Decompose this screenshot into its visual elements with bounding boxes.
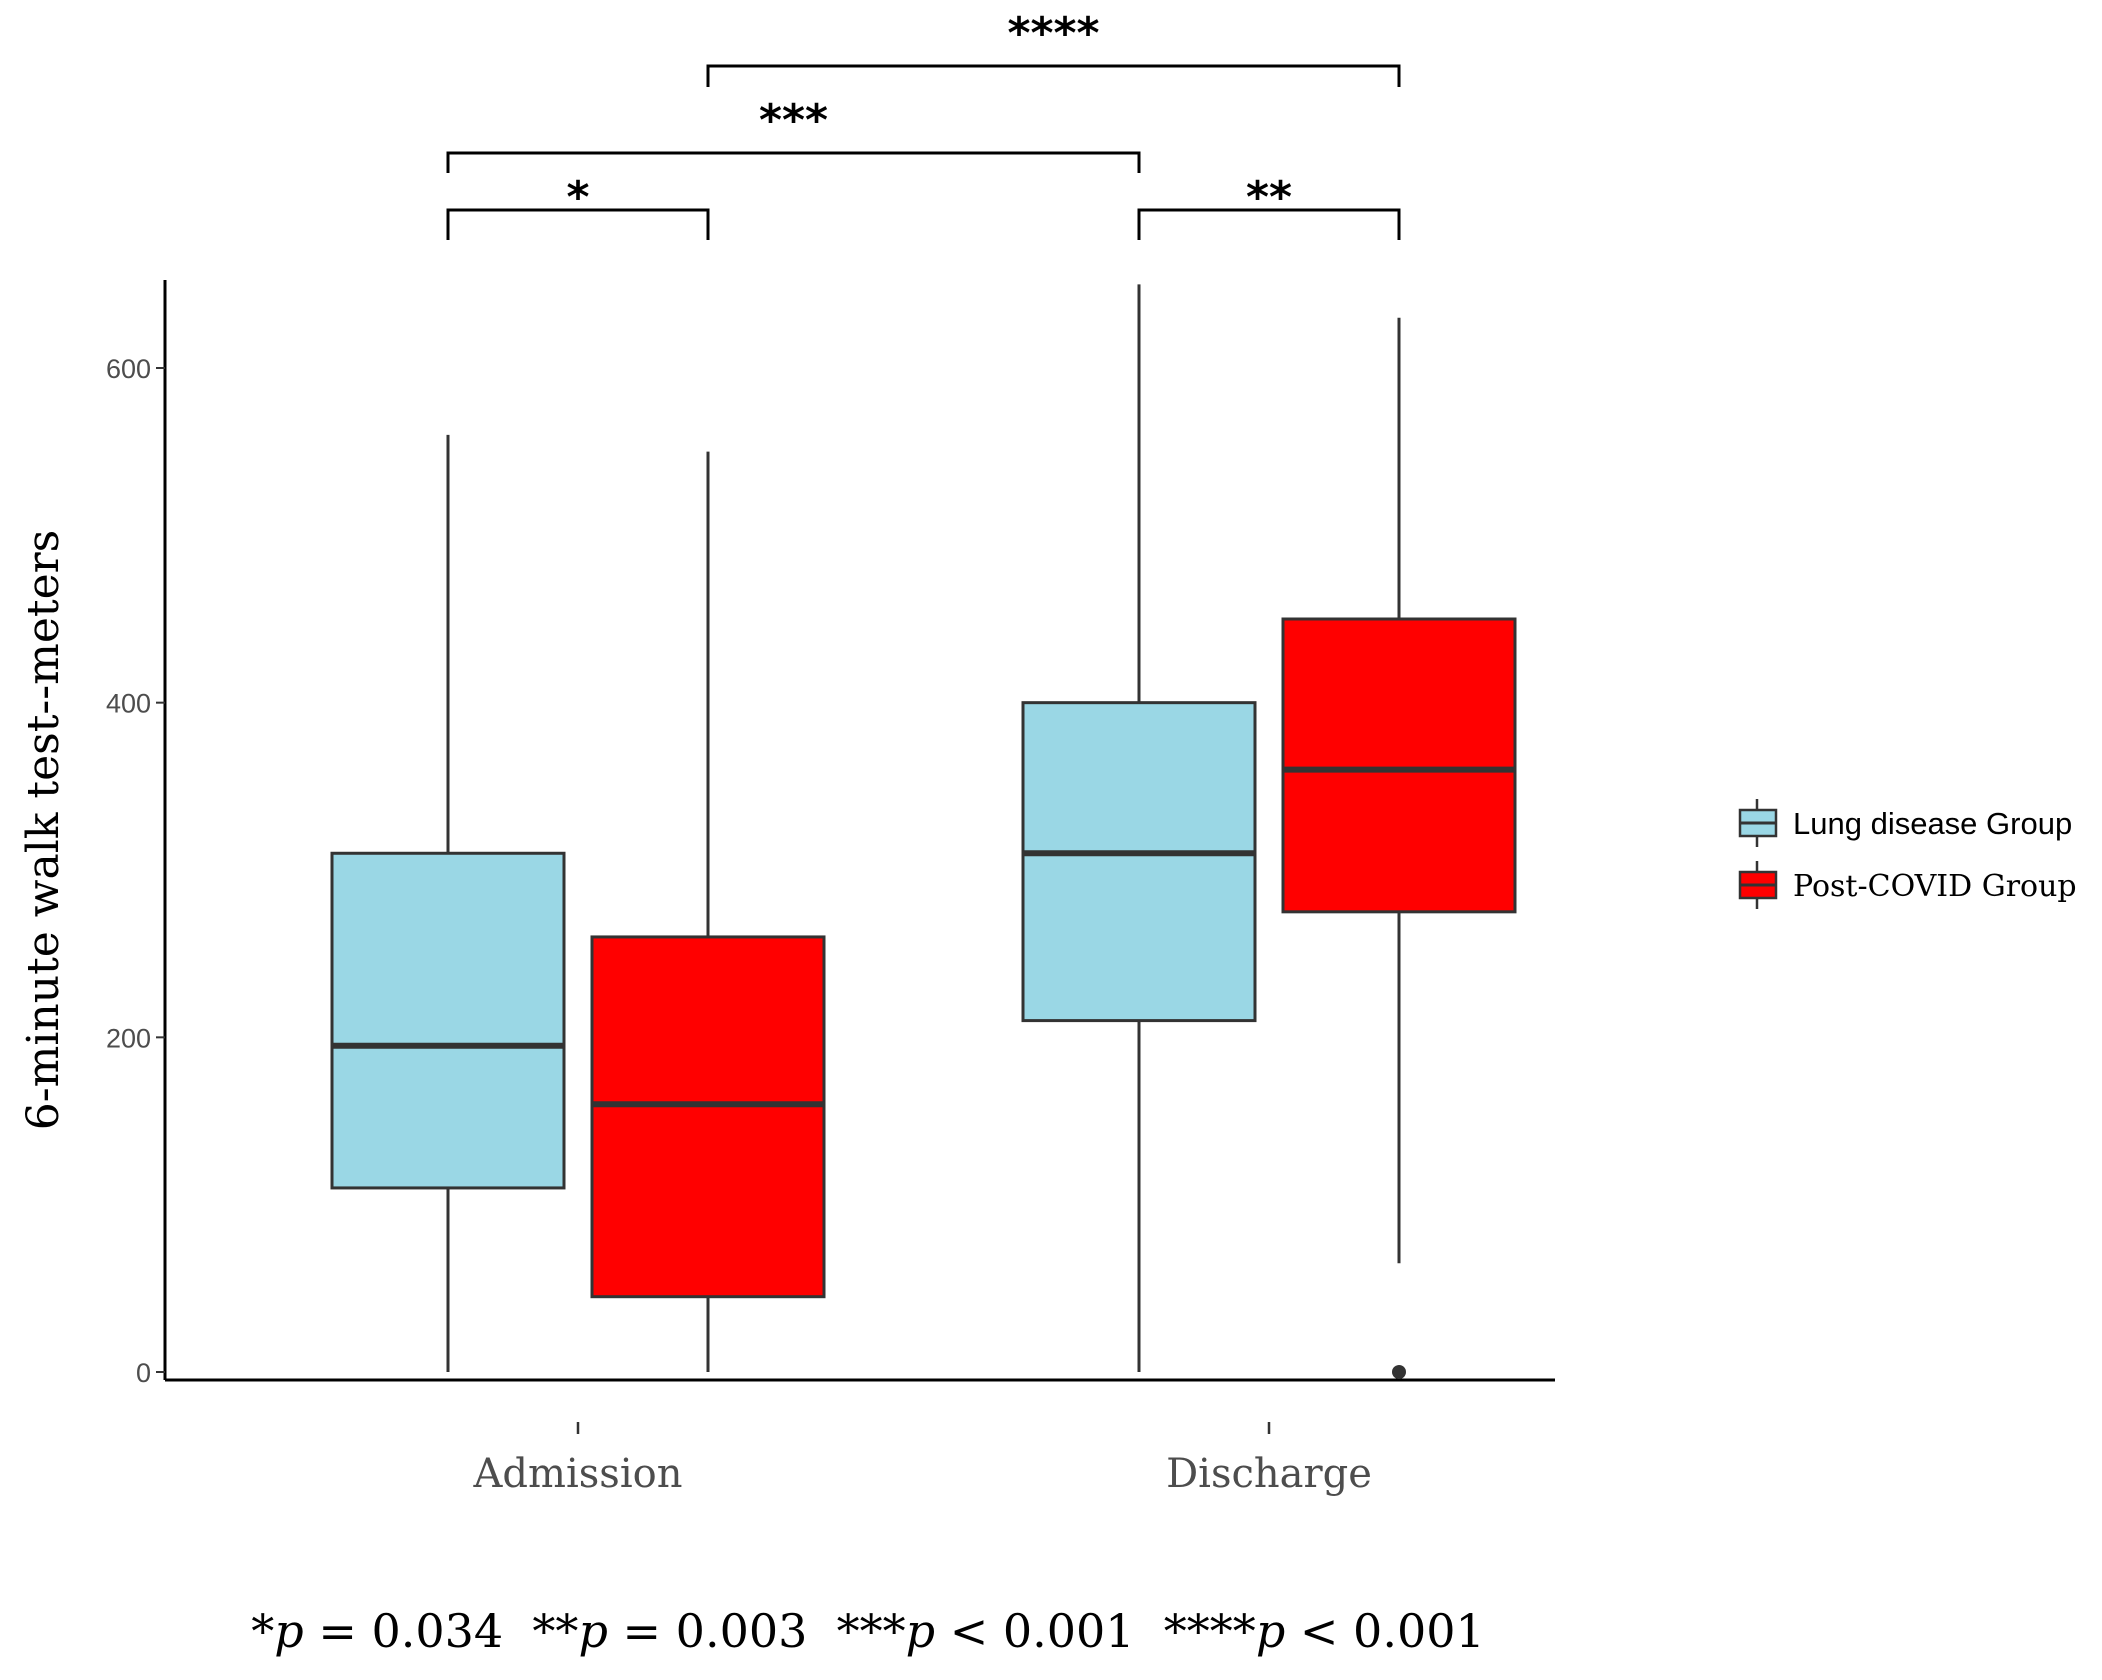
box-post-covid-group-discharge-outlier-0 — [1392, 1365, 1406, 1379]
footnote-stars-2: ** — [503, 1604, 578, 1658]
sig-label-1: * — [566, 172, 589, 223]
footnote-stars-1: * — [251, 1604, 274, 1658]
footnote-value-3: < 0.001 — [935, 1604, 1134, 1658]
box-post-covid-group-admission-iqr — [590, 935, 826, 1299]
box-lung-disease-group-discharge-iqr — [1021, 701, 1257, 1023]
sig-label-2: ** — [1246, 172, 1292, 223]
footnote-value-4: < 0.001 — [1285, 1604, 1484, 1658]
box-post-covid-group-discharge-iqr — [1281, 617, 1517, 914]
legend: Lung disease Group Post-COVID Group — [1738, 799, 2077, 909]
footnote-p-2: p — [578, 1604, 607, 1658]
sig-bracket-4 — [706, 64, 1401, 87]
x-tick-label-discharge: Discharge — [1166, 1451, 1372, 1497]
y-tick-label-400: 400 — [106, 689, 151, 719]
x-tick-label-admission: Admission — [473, 1451, 683, 1497]
sig-bracket-3 — [446, 151, 1141, 173]
axes: 0 200 400 600 Admission Discharge — [106, 280, 1555, 1497]
p-value-footnote: *p = 0.034 **p = 0.003 ***p < 0.001 ****… — [251, 1604, 1485, 1658]
sig-bracket-1 — [446, 208, 710, 240]
boxes — [330, 284, 1517, 1379]
footnote-stars-3: *** — [807, 1604, 905, 1658]
significance-brackets: * ********* — [446, 8, 1401, 240]
y-tick-label-200: 200 — [106, 1023, 151, 1053]
footnote-stars-4: **** — [1135, 1604, 1256, 1658]
legend-label-lung-disease-group: Lung disease Group — [1793, 806, 2072, 841]
y-tick-label-0: 0 — [136, 1358, 151, 1388]
legend-label-post-covid-group: Post-COVID Group — [1793, 869, 2077, 904]
footnote-p-1: p — [274, 1604, 303, 1658]
y-tick-label-600: 600 — [106, 354, 151, 384]
footnote-value-2: = 0.003 — [608, 1604, 807, 1658]
footnote-p-4: p — [1256, 1604, 1285, 1658]
box-lung-disease-group-admission-iqr — [330, 851, 566, 1190]
footnote-value-1: = 0.034 — [304, 1604, 503, 1658]
sig-label-3: *** — [759, 95, 828, 146]
y-axis-label: 6-minute walk test--meters — [18, 530, 69, 1130]
footnote-p-3: p — [906, 1604, 935, 1658]
sig-bracket-2 — [1137, 208, 1401, 240]
sig-label-4: **** — [1007, 8, 1099, 59]
